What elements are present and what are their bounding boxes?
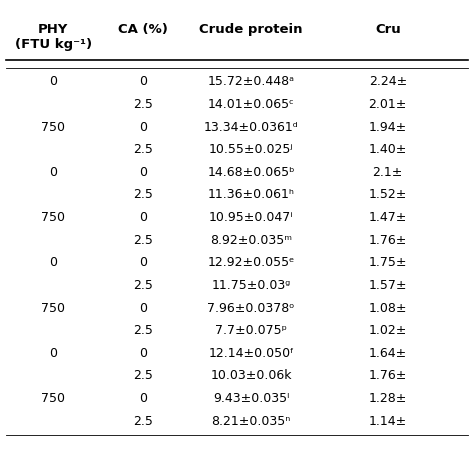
Text: PHY
(FTU kg⁻¹): PHY (FTU kg⁻¹) [15,23,92,51]
Text: 11.36±0.061ʰ: 11.36±0.061ʰ [208,189,295,201]
Text: 7.96±0.0378ᵒ: 7.96±0.0378ᵒ [208,301,295,315]
Text: 1.75±: 1.75± [369,256,407,269]
Text: 2.5: 2.5 [133,234,153,246]
Text: 0: 0 [139,347,147,360]
Text: 0: 0 [139,166,147,179]
Text: 2.5: 2.5 [133,143,153,156]
Text: 10.03±0.06k: 10.03±0.06k [210,369,292,383]
Text: 10.95±0.047ⁱ: 10.95±0.047ⁱ [209,211,293,224]
Text: 1.76±: 1.76± [369,369,407,383]
Text: 1.02±: 1.02± [369,324,407,337]
Text: CA (%): CA (%) [118,23,168,36]
Text: 0: 0 [139,256,147,269]
Text: 0: 0 [139,120,147,134]
Text: 13.34±0.0361ᵈ: 13.34±0.0361ᵈ [204,120,299,134]
Text: 10.55±0.025ʲ: 10.55±0.025ʲ [209,143,293,156]
Text: 8.92±0.035ᵐ: 8.92±0.035ᵐ [210,234,292,246]
Text: 12.14±0.050ᶠ: 12.14±0.050ᶠ [208,347,294,360]
Text: 2.1±: 2.1± [373,166,403,179]
Text: 0: 0 [139,392,147,405]
Text: 0: 0 [49,256,57,269]
Text: 2.5: 2.5 [133,415,153,428]
Text: 750: 750 [41,211,65,224]
Text: 1.14±: 1.14± [369,415,407,428]
Text: 750: 750 [41,120,65,134]
Text: 15.72±0.448ᵃ: 15.72±0.448ᵃ [208,75,295,88]
Text: 1.64±: 1.64± [369,347,407,360]
Text: 750: 750 [41,392,65,405]
Text: 9.43±0.035ˡ: 9.43±0.035ˡ [213,392,289,405]
Text: 2.24±: 2.24± [369,75,407,88]
Text: 14.68±0.065ᵇ: 14.68±0.065ᵇ [208,166,295,179]
Text: 7.7±0.075ᵖ: 7.7±0.075ᵖ [215,324,287,337]
Text: 1.40±: 1.40± [369,143,407,156]
Text: 0: 0 [49,347,57,360]
Text: 11.75±0.03ᵍ: 11.75±0.03ᵍ [211,279,291,292]
Text: 8.21±0.035ⁿ: 8.21±0.035ⁿ [211,415,291,428]
Text: 0: 0 [49,75,57,88]
Text: 0: 0 [139,75,147,88]
Text: 2.5: 2.5 [133,189,153,201]
Text: 2.5: 2.5 [133,98,153,111]
Text: 2.5: 2.5 [133,324,153,337]
Text: 2.01±: 2.01± [369,98,407,111]
Text: 1.94±: 1.94± [369,120,407,134]
Text: 14.01±0.065ᶜ: 14.01±0.065ᶜ [208,98,294,111]
Text: Cru: Cru [375,23,401,36]
Text: 12.92±0.055ᵉ: 12.92±0.055ᵉ [208,256,295,269]
Text: 2.5: 2.5 [133,369,153,383]
Text: 1.28±: 1.28± [369,392,407,405]
Text: 750: 750 [41,301,65,315]
Text: 1.52±: 1.52± [369,189,407,201]
Text: 1.76±: 1.76± [369,234,407,246]
Text: Crude protein: Crude protein [200,23,303,36]
Text: 0: 0 [139,301,147,315]
Text: 0: 0 [49,166,57,179]
Text: 0: 0 [139,211,147,224]
Text: 1.47±: 1.47± [369,211,407,224]
Text: 1.57±: 1.57± [369,279,407,292]
Text: 2.5: 2.5 [133,279,153,292]
Text: 1.08±: 1.08± [369,301,407,315]
